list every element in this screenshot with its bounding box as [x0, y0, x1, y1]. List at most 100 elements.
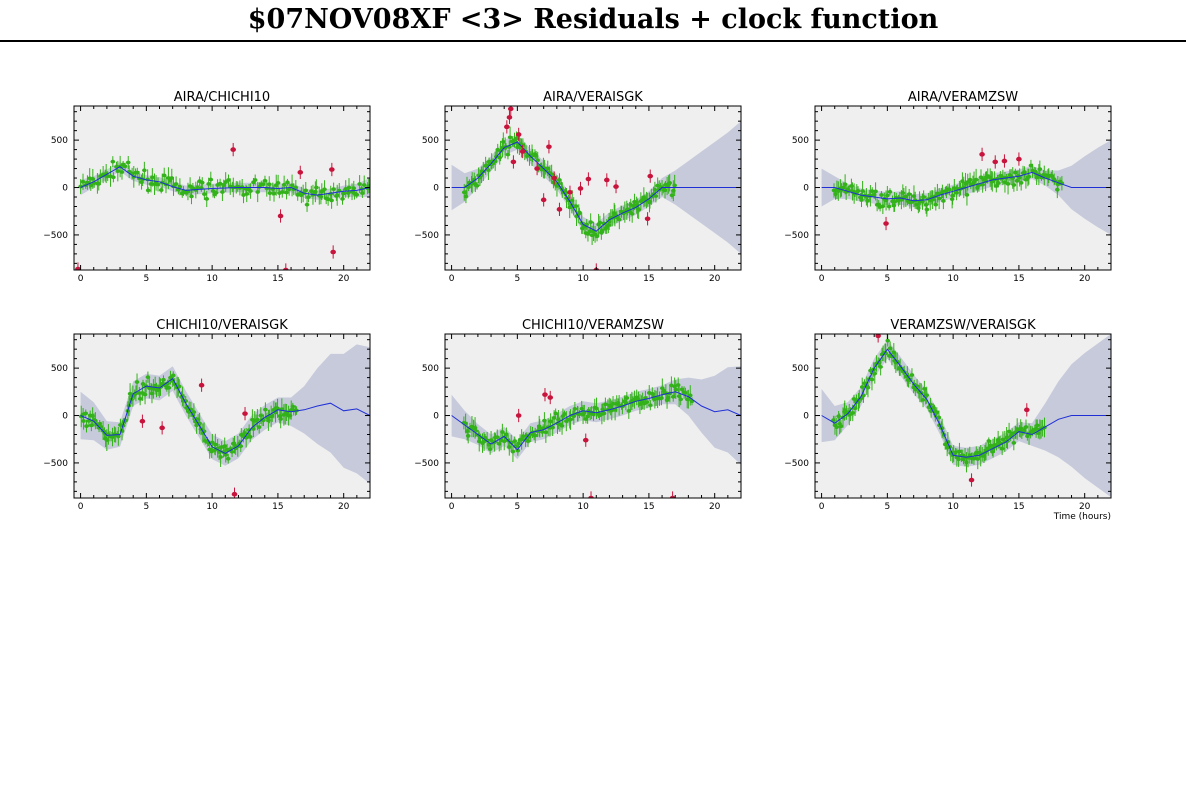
good-point: [557, 178, 562, 182]
good-point: [673, 387, 679, 392]
flagged-point: [515, 132, 522, 137]
good-point: [626, 409, 632, 413]
good-point: [202, 192, 207, 197]
good-point: [834, 425, 840, 430]
good-point: [266, 182, 272, 187]
good-point: [988, 443, 993, 448]
good-point: [879, 193, 884, 197]
x-tick-label: 15: [643, 274, 654, 284]
y-tick-label: −500: [414, 231, 439, 241]
good-point: [906, 192, 912, 197]
good-point: [1011, 441, 1017, 445]
good-point: [986, 439, 992, 443]
good-point: [909, 373, 915, 377]
flagged-point: [542, 392, 548, 397]
flagged-point: [507, 106, 514, 112]
good-point: [950, 193, 955, 198]
good-point: [865, 385, 871, 390]
x-tick-label: 5: [514, 502, 520, 512]
panel-title: CHICHI10/VERAMZSW: [522, 318, 664, 333]
good-point: [142, 168, 147, 173]
good-point: [478, 435, 483, 440]
good-point: [924, 393, 930, 398]
y-tick-label: −500: [43, 231, 68, 241]
good-point: [284, 190, 289, 195]
flagged-point: [613, 184, 619, 189]
good-point: [83, 411, 89, 416]
x-tick-label: 5: [884, 274, 890, 284]
plot-contents: [821, 334, 1111, 498]
good-point: [260, 182, 266, 187]
good-point: [225, 456, 231, 461]
good-point: [222, 444, 228, 449]
good-point: [865, 198, 870, 203]
good-point: [262, 178, 268, 183]
panel-title: AIRA/VERAMZSW: [908, 90, 1018, 105]
good-point: [275, 406, 280, 411]
good-point: [973, 177, 979, 182]
y-tick-label: 500: [51, 364, 68, 374]
good-point: [256, 425, 262, 430]
chart-panel-4: 0 5 10 15 20 −500 0 500 CHICHI10/VERAISGK: [43, 318, 371, 512]
good-point: [653, 194, 659, 198]
good-point: [486, 168, 491, 173]
plot-contents: [821, 140, 1111, 235]
flagged-point: [669, 495, 676, 498]
good-point: [562, 412, 567, 416]
good-point: [501, 140, 506, 144]
good-point: [648, 403, 653, 408]
panel-title: CHICHI10/VERAISGK: [156, 318, 288, 333]
flagged-point: [551, 175, 557, 181]
good-point: [134, 380, 140, 384]
good-point: [603, 402, 608, 407]
good-point: [852, 406, 858, 411]
flagged-point: [198, 382, 205, 388]
x-tick-label: 10: [577, 502, 589, 512]
good-point: [1026, 174, 1032, 179]
x-tick-label: 15: [272, 274, 283, 284]
good-point: [885, 338, 891, 343]
x-tick-label: 10: [206, 274, 218, 284]
x-tick-label: 0: [78, 502, 84, 512]
flagged-point: [588, 495, 594, 498]
good-point: [218, 455, 223, 459]
good-point: [474, 183, 480, 188]
good-point: [548, 419, 553, 424]
good-point: [1004, 435, 1009, 440]
flagged-point: [883, 221, 889, 226]
good-point: [880, 204, 886, 209]
good-point: [886, 204, 892, 209]
good-point: [331, 187, 336, 192]
good-point: [923, 202, 929, 207]
good-point: [601, 411, 607, 416]
good-point: [161, 173, 167, 178]
good-point: [487, 447, 493, 452]
good-point: [267, 191, 273, 196]
good-point: [137, 396, 143, 401]
good-point: [887, 346, 893, 351]
good-point: [204, 197, 210, 201]
good-point: [1034, 423, 1040, 428]
good-point: [920, 398, 926, 402]
flagged-point: [75, 266, 81, 270]
good-point: [84, 424, 89, 428]
good-point: [285, 180, 290, 185]
flagged-point: [159, 425, 165, 431]
x-tick-label: 0: [449, 502, 455, 512]
flagged-point: [277, 213, 284, 219]
good-point: [670, 394, 676, 399]
good-point: [585, 414, 590, 419]
flagged-point: [534, 166, 540, 171]
panel-title: AIRA/VERAISGK: [543, 90, 643, 105]
flagged-point: [577, 186, 584, 191]
good-point: [860, 189, 865, 193]
good-point: [967, 177, 973, 182]
x-tick-label: 20: [338, 502, 350, 512]
y-tick-label: 500: [792, 364, 809, 374]
clock-function-line: [451, 141, 741, 232]
y-tick-label: 500: [51, 136, 68, 146]
good-point: [935, 191, 940, 196]
y-tick-label: 0: [433, 412, 439, 422]
good-point: [936, 196, 942, 201]
good-point: [115, 169, 121, 174]
